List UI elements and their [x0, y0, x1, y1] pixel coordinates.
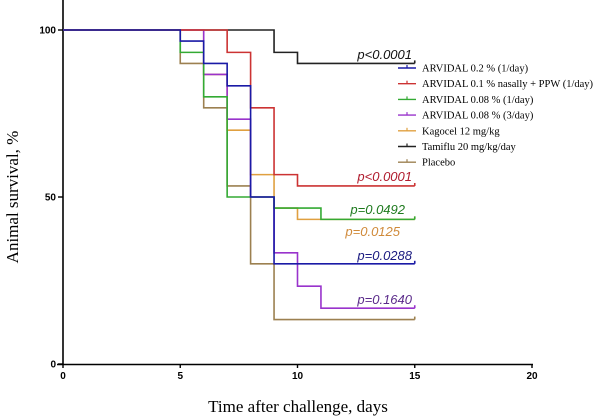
axes — [57, 0, 533, 366]
y-tick-label: 0 — [50, 360, 56, 371]
legend-item: Tamiflu 20 mg/kg/day — [398, 142, 517, 153]
survival-curve — [63, 29, 415, 65]
legend-item: ARVIDAL 0.1 % nasally + PPW (1/day) — [398, 79, 594, 90]
ticks: 0 5 10 15 20 0 50 100 — [39, 26, 538, 383]
legend-label: Kagocel 12 mg/kg — [422, 126, 500, 137]
survival-curve — [63, 29, 415, 187]
p-value-label: p<0.0001 — [356, 169, 412, 184]
x-tick-label: 15 — [409, 371, 421, 382]
y-tick-label: 100 — [39, 26, 56, 37]
x-tick-label: 20 — [526, 371, 538, 382]
legend-label: ARVIDAL 0.1 % nasally + PPW (1/day) — [422, 79, 594, 90]
x-tick-label: 10 — [292, 371, 304, 382]
legend-label: ARVIDAL 0.08 % (3/day) — [422, 111, 534, 122]
p-value-label: p=0.1640 — [356, 292, 412, 307]
legend-item: ARVIDAL 0.08 % (3/day) — [398, 111, 534, 122]
y-axis-title: Animal survival, % — [3, 131, 22, 264]
legend-label: ARVIDAL 0.2 % (1/day) — [422, 64, 529, 75]
legend-item: Placebo — [398, 158, 455, 169]
p-value-annotations: p=0.0288 p<0.0001 p=0.0492 p=0.1640 p=0.0125… — [344, 47, 412, 307]
legend-item: Kagocel 12 mg/kg — [398, 126, 500, 137]
survival-curves — [63, 29, 416, 321]
legend-label: Tamiflu 20 mg/kg/day — [422, 142, 517, 153]
legend-label: Placebo — [422, 158, 455, 169]
p-value-label: p<0.0001 — [356, 47, 412, 62]
legend: ARVIDAL 0.2 % (1/day) ARVIDAL 0.1 % nasal… — [398, 64, 594, 169]
p-value-label: p=0.0288 — [356, 248, 412, 263]
survival-curve — [63, 29, 415, 265]
legend-label: ARVIDAL 0.08 % (1/day) — [422, 95, 534, 106]
survival-curve — [63, 29, 415, 221]
x-tick-label: 0 — [60, 371, 66, 382]
legend-item: ARVIDAL 0.2 % (1/day) — [398, 64, 529, 75]
legend-item: ARVIDAL 0.08 % (1/day) — [398, 95, 534, 106]
x-tick-label: 5 — [177, 371, 183, 382]
y-tick-label: 50 — [45, 193, 57, 204]
x-axis-title: Time after challenge, days — [208, 397, 388, 416]
p-value-label: p=0.0125 — [344, 224, 400, 239]
p-value-label: p=0.0492 — [349, 202, 405, 217]
